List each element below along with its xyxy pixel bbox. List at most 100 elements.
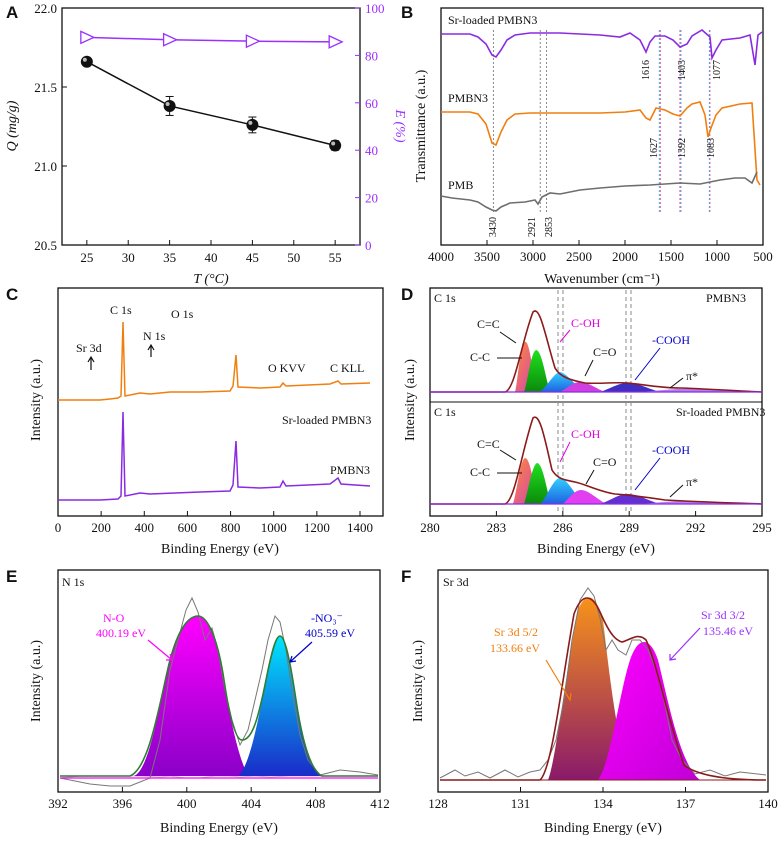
panel-b: B 4000 3500 3000 2500 2000 1500 1000 500 Sr-loa… xyxy=(401,3,773,287)
c-series-sr-loaded-pmbn3 xyxy=(58,321,371,401)
d-top-label-pi: π* xyxy=(686,369,698,383)
panel-b-frame xyxy=(440,7,764,246)
e-label-no3: -NO₃⁻ xyxy=(311,611,343,625)
panel-label-d: D xyxy=(401,285,413,304)
d-top-label-c-c: C-C xyxy=(470,350,490,364)
b-series-sr-loaded-pmbn3 xyxy=(441,29,763,66)
a-y2-tick-label: 0 xyxy=(365,238,372,253)
a-q-point xyxy=(246,118,259,131)
e-x-tick-label: 408 xyxy=(306,796,326,811)
a-x-tick-label: 35 xyxy=(163,250,176,265)
a-series-e-line xyxy=(86,36,336,43)
d-bot-peak-c-c xyxy=(524,463,551,504)
panel-a-y-ticks: 20.5 21.0 21.5 22.0 xyxy=(34,1,67,253)
d-top-cc-leader xyxy=(499,331,517,344)
d-bot-label-co: C=O xyxy=(593,455,617,469)
d-top-co-leader xyxy=(584,359,594,377)
a-q-point-highlight xyxy=(82,57,87,62)
d-top-label-coh: C-OH xyxy=(571,316,601,330)
c-ann-n1s: N 1s xyxy=(143,329,166,343)
d-top-label-co: C=O xyxy=(593,345,617,359)
f-p2-arrow-icon xyxy=(669,627,701,661)
e-label-no3-ev: 405.59 eV xyxy=(305,626,355,640)
a-series-q-line xyxy=(86,61,336,147)
e-title: N 1s xyxy=(62,575,85,589)
panel-b-ylabel: Transmittance (a.u.) xyxy=(414,69,429,182)
panel-e-xlabel: Binding Energy (eV) xyxy=(160,821,278,836)
panel-c-frame xyxy=(57,287,384,517)
d-top-core: C 1s xyxy=(434,291,456,305)
panel-c: C 0 200 400 600 800 1000 1200 1400 C 1s Sr 3d N… xyxy=(6,285,384,557)
panel-c-ylabel: Intensity (a.u.) xyxy=(29,359,44,441)
f-label-p1: Sr 3d 5/2 xyxy=(494,625,538,639)
c-label-top: Sr-loaded PMBN3 xyxy=(282,413,371,427)
a-q-point xyxy=(80,55,93,68)
d-top-cooh-leader xyxy=(634,347,661,381)
c-label-bot: PMBN3 xyxy=(330,463,370,477)
d-bot-peak-co xyxy=(563,490,606,504)
a-q-point xyxy=(163,99,176,112)
panel-f-x-ticks: 128 131 134 137 140 xyxy=(428,787,778,811)
panel-f-ylabel: Intensity (a.u.) xyxy=(411,640,426,722)
panel-d-ylabel: Intensity (a.u.) xyxy=(403,359,418,441)
a-y2-tick-label: 80 xyxy=(365,48,378,63)
b-label-top: Sr-loaded PMBN3 xyxy=(448,13,537,27)
d-bot-cooh-leader xyxy=(634,457,661,491)
b-series-pmb xyxy=(440,171,758,212)
a-y-tick-label: 21.5 xyxy=(34,80,57,95)
panel-e-x-ticks: 392 396 400 404 408 412 xyxy=(48,787,390,811)
a-y-tick-label: 22.0 xyxy=(34,1,57,16)
panel-a-ylabel-left: Q (mg/g) xyxy=(5,100,20,151)
f-envelope xyxy=(440,597,767,781)
f-x-tick-label: 131 xyxy=(511,796,531,811)
panel-b-x-ticks: 4000 3500 3000 2500 2000 1500 1000 500 xyxy=(428,240,773,264)
b-x-tick-label: 2000 xyxy=(612,249,638,264)
panel-e: E 392 396 400 404 408 412 N 1s N-O 400.19 eV … xyxy=(6,567,390,836)
b-peak-2921: 2921 xyxy=(527,217,538,237)
panel-a-series xyxy=(80,30,344,152)
d-bot-core: C 1s xyxy=(434,405,456,419)
c-ann-sr3d: Sr 3d xyxy=(76,341,102,355)
c-ann-o1s: O 1s xyxy=(171,307,194,321)
c-sr3d-arrow-icon xyxy=(87,355,95,370)
d-top-label-cooh: -COOH xyxy=(652,333,690,347)
a-x-tick-label: 45 xyxy=(246,250,259,265)
b-label-mid: PMBN3 xyxy=(448,91,488,105)
b-x-tick-label: 3000 xyxy=(520,249,546,264)
d-bot-envelope xyxy=(430,416,763,505)
f-label-p2: Sr 3d 3/2 xyxy=(701,608,745,622)
a-e-point xyxy=(328,34,344,49)
c-x-tick-label: 1200 xyxy=(304,520,330,535)
b-series-pmbn3 xyxy=(441,101,761,186)
e-x-tick-label: 396 xyxy=(113,796,133,811)
b-x-tick-label: 3500 xyxy=(474,249,500,264)
e-peak-n-o xyxy=(134,616,248,776)
b-peak-1403: 1403 xyxy=(677,60,688,80)
c-ann-ckll: C KLL xyxy=(330,361,364,375)
d-bot-cc-leader xyxy=(499,449,517,461)
b-peak-1083: 1083 xyxy=(706,138,717,158)
e-x-tick-label: 404 xyxy=(241,796,261,811)
f-x-tick-label: 140 xyxy=(758,796,778,811)
a-y2-tick-label: 40 xyxy=(365,143,378,158)
d-bot-label-cooh: -COOH xyxy=(652,443,690,457)
a-x-tick-label: 50 xyxy=(287,250,300,265)
panel-d-xlabel: Binding Energy (eV) xyxy=(537,542,655,557)
b-peak-2853: 2853 xyxy=(544,217,555,237)
b-x-tick-label: 2500 xyxy=(566,249,592,264)
b-peak-1392: 1392 xyxy=(677,138,688,158)
panel-e-ylabel: Intensity (a.u.) xyxy=(29,640,44,722)
c-ann-okvv: O KVV xyxy=(268,361,306,375)
c-ann-c1s: C 1s xyxy=(110,303,132,317)
e-label-no-ev: 400.19 eV xyxy=(96,626,146,640)
c-x-tick-label: 0 xyxy=(55,520,62,535)
d-top-peak-cooh xyxy=(600,383,660,392)
a-q-point-highlight xyxy=(331,141,336,146)
b-x-tick-label: 1500 xyxy=(658,249,684,264)
a-y2-tick-label: 20 xyxy=(365,191,378,206)
d-bot-label-c-c: C-C xyxy=(470,465,490,479)
d-x-tick-label: 286 xyxy=(553,520,573,535)
d-bot-label-pi: π* xyxy=(686,475,698,489)
a-x-tick-label: 40 xyxy=(205,250,218,265)
